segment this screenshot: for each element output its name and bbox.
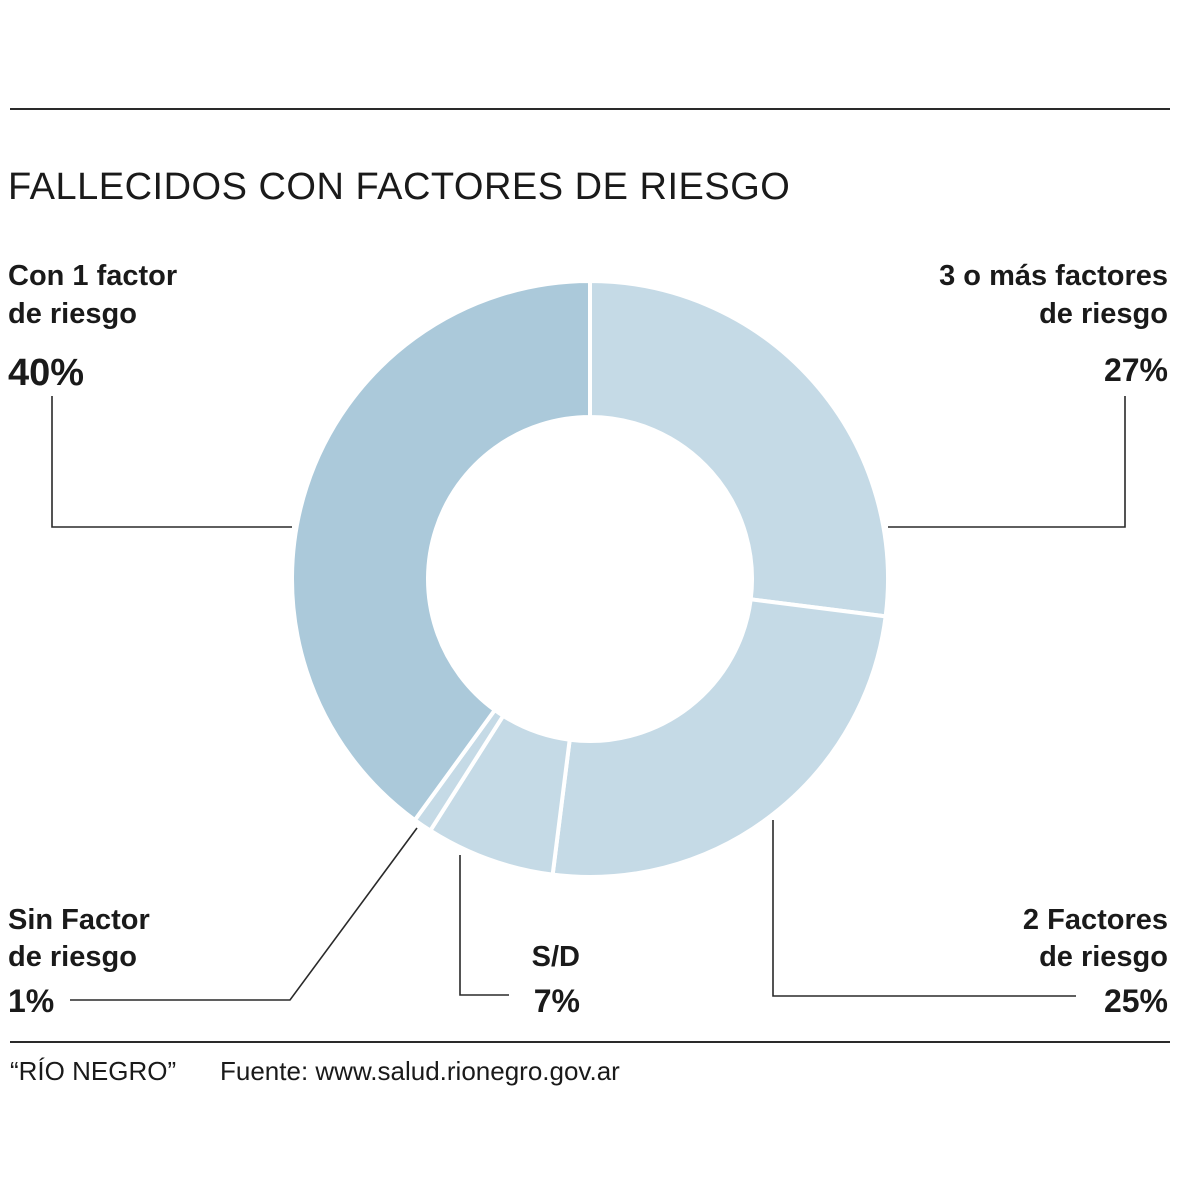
leader-line-uno (51, 396, 292, 528)
slice-value-uno: 40% (8, 352, 84, 394)
leader-line-tres_o_mas (888, 396, 1126, 528)
leader-line-dos (772, 820, 1076, 997)
slice-tres_o_mas (588, 279, 890, 619)
slice-label-uno-line-2: de riesgo (8, 298, 137, 330)
slice-value-sin: 1% (8, 983, 54, 1019)
slice-uno (290, 279, 592, 823)
slice-label-sd-line-1: S/D (532, 941, 580, 973)
top-rule (10, 108, 1170, 110)
slice-label-sin-line-1: Sin Factor (8, 904, 150, 936)
slice-label-dos-line-1: 2 Factores (1023, 904, 1168, 936)
slice-value-sd: 7% (534, 983, 580, 1019)
leader-line-sd (459, 855, 509, 996)
slice-labels: 3 o más factores de riesgo 27% 2 Factores de… (8, 260, 1168, 1019)
slice-value-tres_o_mas: 27% (1104, 352, 1168, 388)
slice-label-tres_o_mas-line-1: 3 o más factores (939, 260, 1168, 292)
slice-value-dos: 25% (1104, 983, 1168, 1019)
slice-label-dos-line-2: de riesgo (1039, 941, 1168, 973)
footer-credit: “RÍO NEGRO” (10, 1056, 177, 1086)
leader-line-sin (70, 827, 418, 1001)
slice-label-tres_o_mas-line-2: de riesgo (1039, 298, 1168, 330)
bottom-rule (10, 1041, 1170, 1043)
footer-source: Fuente: www.salud.rionegro.gov.ar (220, 1056, 620, 1086)
slice-label-uno-line-1: Con 1 factor (8, 260, 177, 292)
slice-label-sin-line-2: de riesgo (8, 941, 137, 973)
slices-layer (290, 279, 890, 879)
chart-title: FALLECIDOS CON FACTORES DE RIESGO (8, 166, 791, 208)
leader-lines (51, 396, 1126, 1001)
slice-dos (550, 597, 888, 879)
